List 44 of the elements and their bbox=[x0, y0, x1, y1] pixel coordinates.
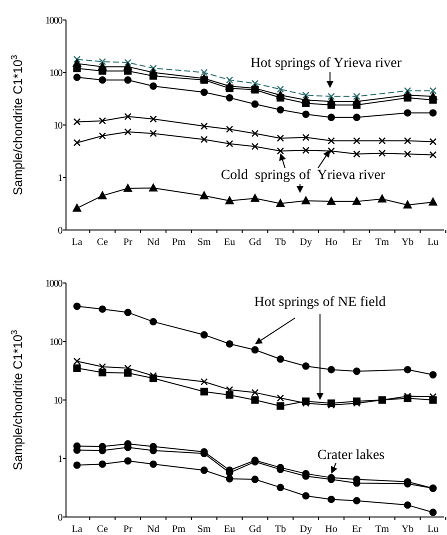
x-tick-label: Er bbox=[352, 524, 362, 535]
annotation: Cold springs of Yrieva river bbox=[220, 168, 386, 183]
x-tick-label: Dy bbox=[300, 524, 312, 535]
x-tick-label: Er bbox=[352, 237, 362, 248]
x-tick-label: Tm bbox=[375, 524, 390, 535]
x-tick-label: Tm bbox=[375, 237, 390, 248]
x-tick-label: Pr bbox=[123, 237, 133, 248]
x-tick-label: Gd bbox=[248, 524, 262, 535]
annotation: Crater lakes bbox=[317, 448, 385, 463]
y-tick-label: 1000 bbox=[45, 16, 63, 26]
x-tick-label: Tb bbox=[274, 237, 286, 248]
x-tick-label: Lu bbox=[427, 524, 439, 535]
annotation: Hot springs of Yrieva river bbox=[250, 56, 402, 71]
x-tick-label: Gd bbox=[248, 237, 262, 248]
y-tick-label: 1000 bbox=[45, 278, 63, 290]
y-tick-label: 10 bbox=[54, 396, 63, 406]
x-tick-label: Pr bbox=[123, 524, 133, 535]
x-tick-label: Ce bbox=[96, 237, 109, 248]
y-tick-label: 1 bbox=[58, 454, 63, 465]
x-tick-label: Eu bbox=[224, 237, 236, 248]
x-tick-label: Lu bbox=[427, 237, 439, 248]
x-tick-label: Tb bbox=[274, 524, 286, 535]
y-tick-label: 10 bbox=[54, 120, 63, 132]
x-tick-label: Ho bbox=[325, 524, 338, 535]
y-tick-label: 0 bbox=[58, 512, 63, 524]
annotation: Hot springs of NE field bbox=[254, 295, 386, 310]
x-tick-label: Ce bbox=[96, 524, 109, 535]
x-tick-label: La bbox=[72, 524, 83, 535]
x-tick-label: Sm bbox=[197, 524, 212, 535]
y-tick-label: 100 bbox=[49, 68, 63, 79]
x-tick-label: Yb bbox=[401, 524, 414, 535]
x-tick-label: Pm bbox=[172, 237, 186, 248]
x-tick-label: Nd bbox=[147, 237, 160, 248]
x-tick-label: Nd bbox=[147, 524, 160, 535]
x-tick-label: La bbox=[72, 237, 83, 248]
x-tick-label: Eu bbox=[224, 524, 236, 535]
x-tick-label: Sm bbox=[197, 237, 212, 248]
y-tick-label: 0 bbox=[58, 226, 63, 236]
x-tick-label: Yb bbox=[401, 237, 414, 248]
y-tick-label: 1 bbox=[58, 173, 63, 184]
y-tick-label: 100 bbox=[49, 337, 63, 348]
x-tick-label: Dy bbox=[300, 237, 312, 248]
x-tick-label: Ho bbox=[325, 237, 338, 248]
x-tick-label: Pm bbox=[172, 524, 186, 535]
